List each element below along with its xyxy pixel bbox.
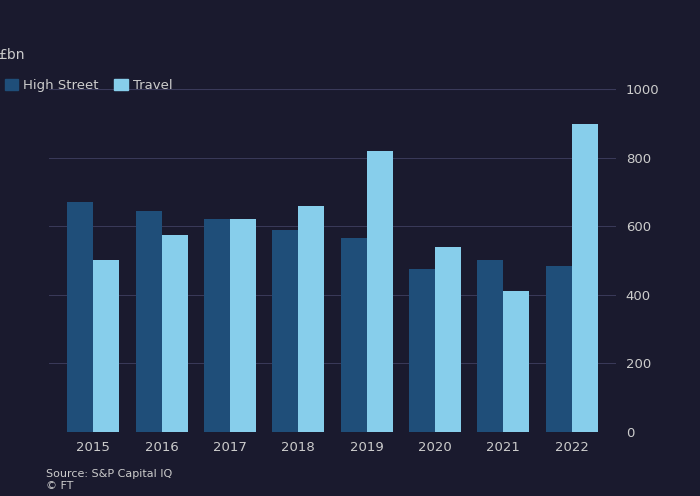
Bar	[545, 265, 572, 432]
Bar	[162, 235, 188, 432]
Bar	[503, 291, 529, 432]
Text: £bn: £bn	[0, 48, 25, 62]
Bar	[230, 219, 256, 432]
Bar	[93, 260, 120, 432]
Bar	[341, 238, 367, 432]
Bar	[572, 124, 598, 432]
Bar	[298, 206, 324, 432]
Bar	[204, 219, 230, 432]
Bar	[367, 151, 393, 432]
Bar	[477, 260, 503, 432]
Bar	[409, 269, 435, 432]
Bar	[272, 230, 298, 432]
Bar	[67, 202, 93, 432]
Bar	[136, 211, 162, 432]
Bar	[435, 247, 461, 432]
Legend: High Street, Travel: High Street, Travel	[5, 79, 172, 92]
Text: Source: S&P Capital IQ
© FT: Source: S&P Capital IQ © FT	[46, 469, 172, 491]
